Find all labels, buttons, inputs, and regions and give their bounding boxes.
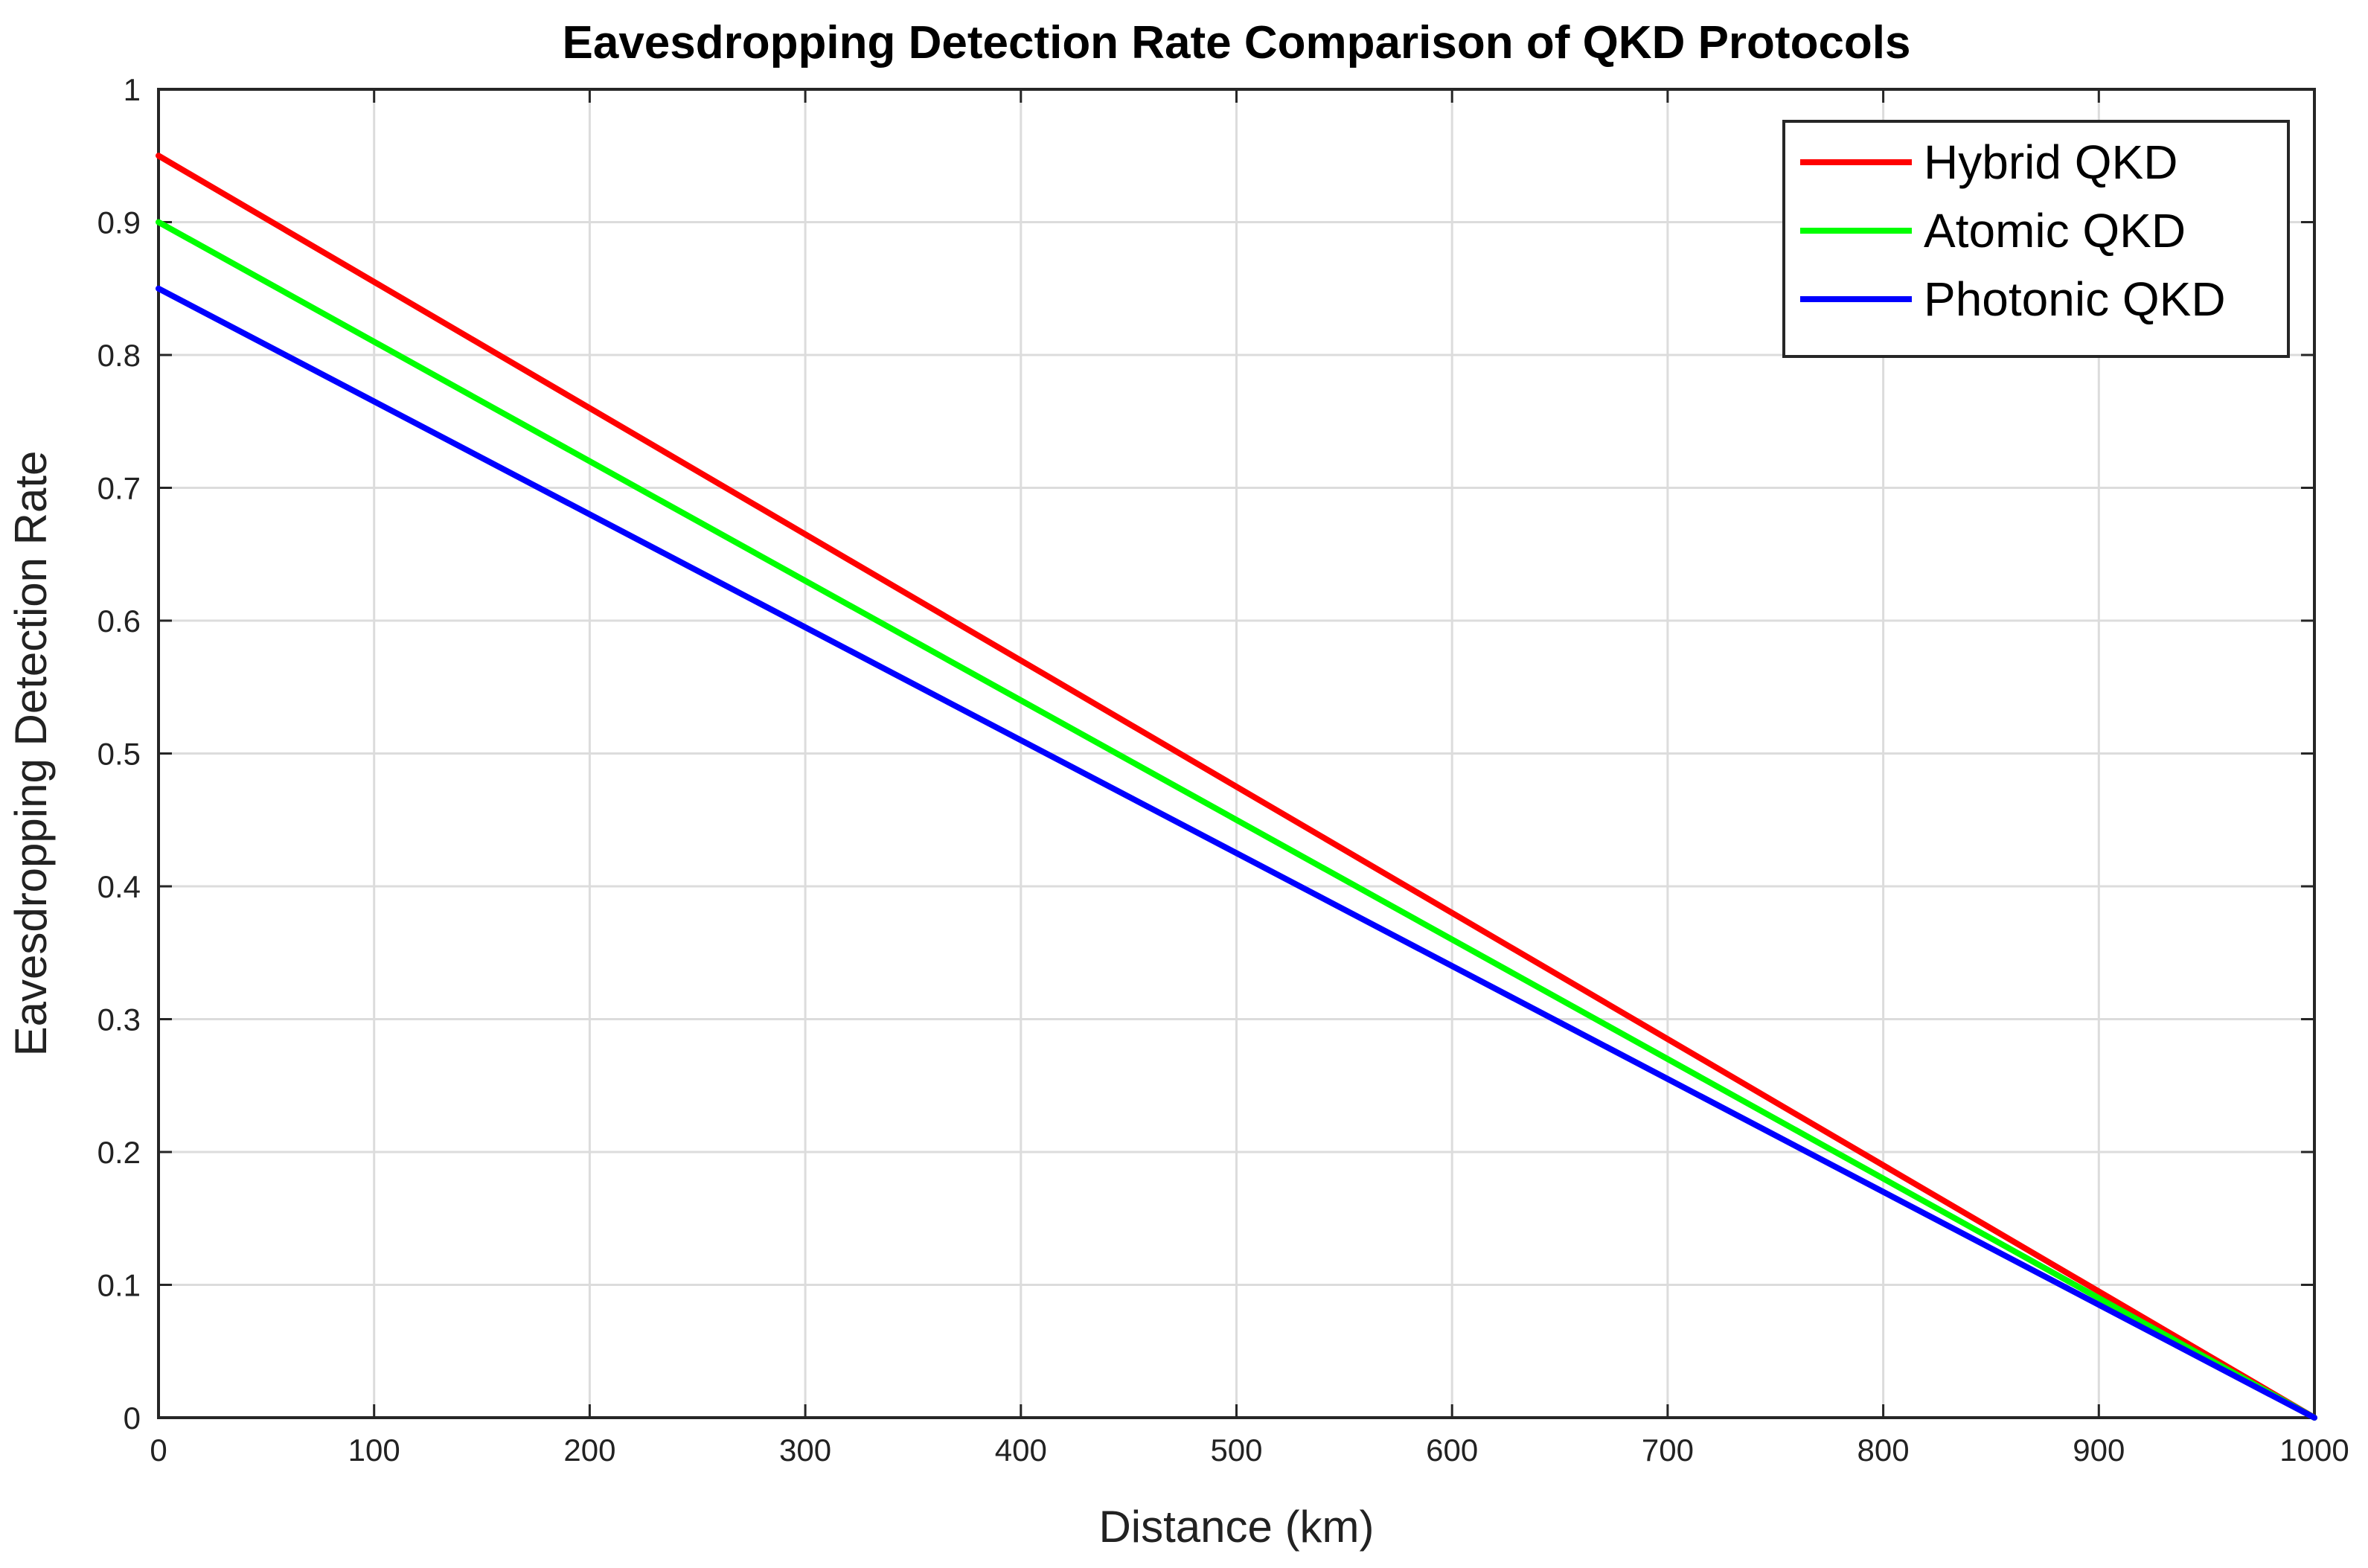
y-tick-label: 0.3 [97,1002,141,1037]
y-tick-label: 1 [124,72,141,107]
x-tick-label: 600 [1426,1433,1478,1468]
x-tick-label: 300 [779,1433,831,1468]
x-tick-label: 500 [1210,1433,1262,1468]
x-axis-label: Distance (km) [1098,1502,1374,1552]
x-tick-label: 100 [348,1433,400,1468]
legend: Hybrid QKD Atomic QKD Photonic QKD [1782,120,2290,358]
series-lines [156,153,2317,1421]
legend-label-photonic-qkd: Photonic QKD [1924,272,2226,326]
x-tick-label: 1000 [2279,1433,2349,1468]
x-tick-label: 800 [1857,1433,1910,1468]
y-tick-label: 0 [124,1401,141,1436]
y-tick-label: 0.6 [97,604,141,639]
y-tick-label: 0.1 [97,1268,141,1303]
legend-label-atomic-qkd: Atomic QKD [1924,204,2186,257]
y-tick-label: 0.2 [97,1135,141,1170]
series-line-hybrid-qkd [156,153,2317,1421]
x-tick-label: 400 [995,1433,1047,1468]
x-tick-label: 0 [150,1433,167,1468]
y-tick-label: 0.4 [97,869,141,904]
y-tick-label: 0.5 [97,737,141,772]
series-line-photonic-qkd [156,285,2317,1421]
x-tick-label: 200 [563,1433,615,1468]
x-tick-label: 700 [1642,1433,1694,1468]
series-line-atomic-qkd [156,219,2317,1421]
y-tick-label: 0.8 [97,338,141,373]
y-tick-label: 0.7 [97,471,141,506]
y-axis-label: Eavesdropping Detection Rate [6,451,56,1057]
legend-label-hybrid-qkd: Hybrid QKD [1924,135,2177,189]
chart-title: Eavesdropping Detection Rate Comparison … [562,17,1910,68]
axes: 0 100 200 300 400 500 600 700 800 900 1000 0 0.1 0.2 0… [97,72,2349,1468]
x-tick-label: 900 [2073,1433,2125,1468]
y-tick-label: 0.9 [97,205,141,240]
